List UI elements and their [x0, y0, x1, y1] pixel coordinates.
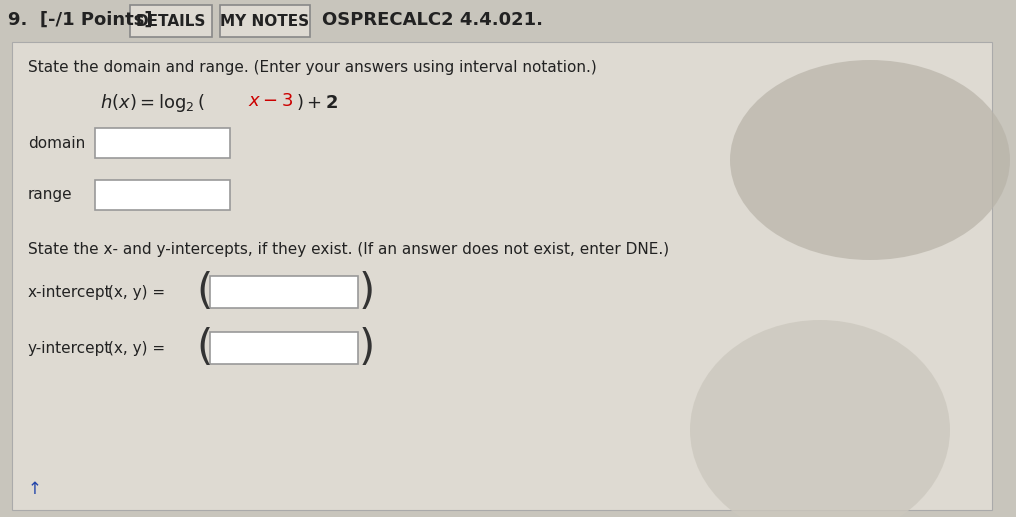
Text: OSPRECALC2 4.4.021.: OSPRECALC2 4.4.021. — [322, 11, 543, 29]
Text: $\mathit{h}(x) = \log_2($: $\mathit{h}(x) = \log_2($ — [100, 92, 205, 114]
Text: State the domain and range. (Enter your answers using interval notation.): State the domain and range. (Enter your … — [28, 60, 596, 75]
Text: (: ( — [196, 271, 212, 313]
Text: (x, y) =: (x, y) = — [108, 284, 166, 299]
Bar — [130, 5, 212, 37]
Text: 9.  [-/1 Points]: 9. [-/1 Points] — [8, 11, 152, 29]
Text: (x, y) =: (x, y) = — [108, 341, 166, 356]
Text: ): ) — [359, 327, 375, 369]
Text: x-intercept: x-intercept — [28, 284, 112, 299]
Bar — [210, 276, 358, 308]
Text: ↑: ↑ — [28, 480, 42, 498]
Text: $x - 3$: $x - 3$ — [248, 92, 294, 110]
Text: DETAILS: DETAILS — [136, 13, 206, 28]
Text: $) + \mathbf{2}$: $) + \mathbf{2}$ — [296, 92, 338, 112]
Text: y-intercept: y-intercept — [28, 341, 112, 356]
Bar — [96, 180, 230, 210]
Bar — [220, 5, 310, 37]
Ellipse shape — [731, 60, 1010, 260]
Bar — [0, 0, 1016, 40]
Text: domain: domain — [28, 135, 85, 150]
Text: MY NOTES: MY NOTES — [220, 13, 310, 28]
Text: State the x- and y-intercepts, if they exist. (If an answer does not exist, ente: State the x- and y-intercepts, if they e… — [28, 242, 670, 257]
Bar — [96, 128, 230, 158]
Text: ): ) — [359, 271, 375, 313]
Ellipse shape — [690, 320, 950, 517]
Text: (: ( — [196, 327, 212, 369]
Bar — [210, 332, 358, 364]
Text: range: range — [28, 188, 72, 203]
